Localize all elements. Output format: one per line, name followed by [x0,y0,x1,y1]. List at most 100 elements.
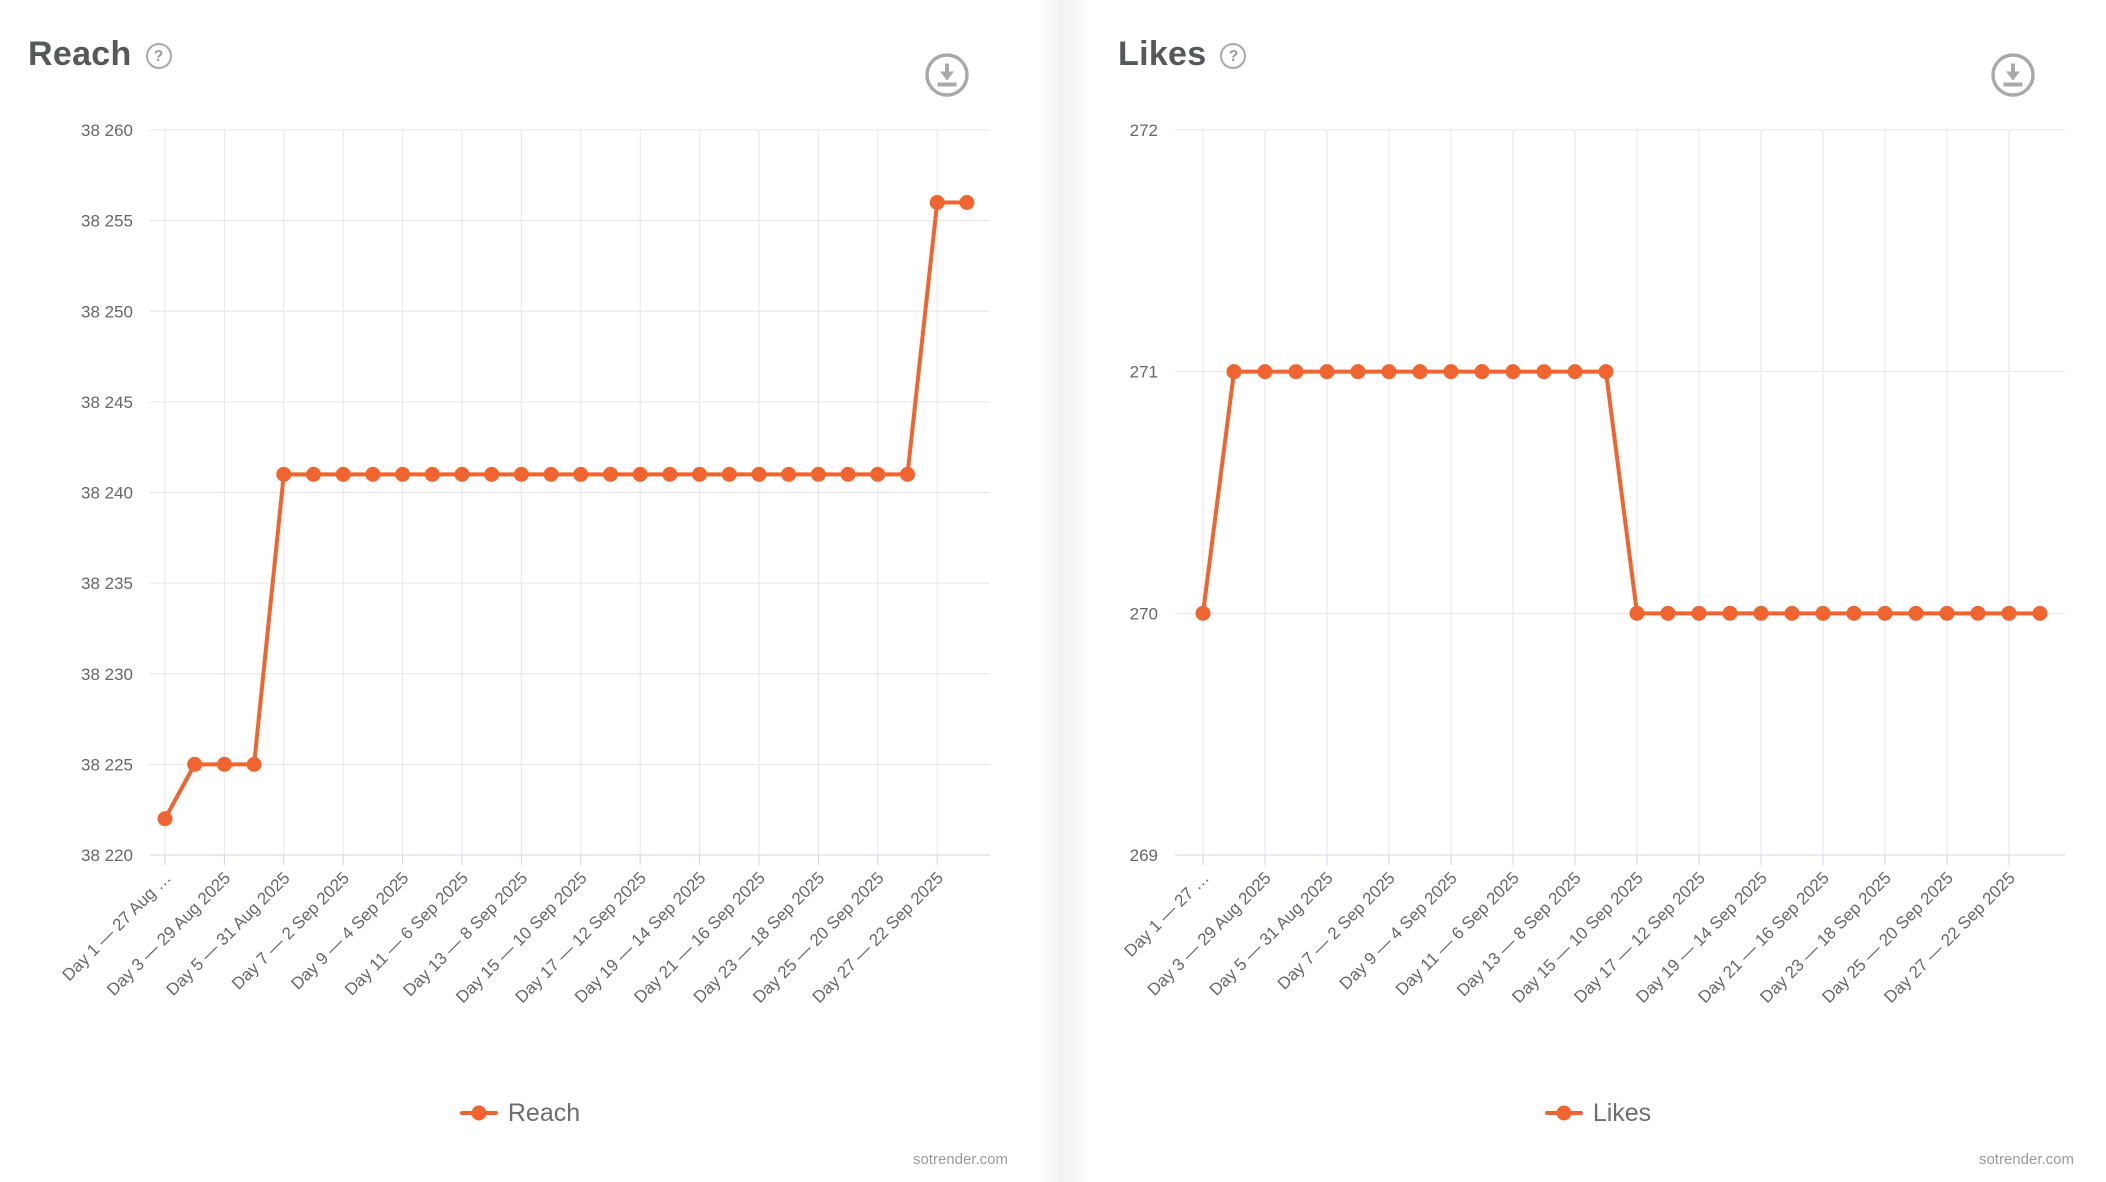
y-axis-label: 38 235 [81,574,133,593]
data-point[interactable] [1350,364,1366,380]
x-axis-label: Day 7 — 2 Sep 2025 [228,868,353,993]
x-axis-label: Day 1 — 27 Aug … [58,868,174,984]
data-point[interactable] [1474,364,1490,380]
help-icon[interactable]: ? [1220,43,1247,69]
data-point[interactable] [662,466,678,482]
data-point[interactable] [1226,364,1242,380]
y-axis-label: 271 [1130,363,1158,382]
y-axis-label: 38 255 [81,212,133,231]
data-point[interactable] [2001,605,2017,621]
data-point[interactable] [335,466,351,482]
data-point[interactable] [573,466,589,482]
legend-marker-icon [459,1105,498,1121]
data-point[interactable] [1567,364,1583,380]
data-point[interactable] [1629,605,1645,621]
watermark: sotrender.com [912,1151,1008,1168]
x-axis-label: Day 9 — 4 Sep 2025 [287,868,412,993]
watermark: sotrender.com [1978,1151,2074,1168]
legend-marker-icon [1544,1105,1583,1121]
data-point[interactable] [721,466,737,482]
data-point[interactable] [1846,605,1862,621]
download-button[interactable] [1990,52,2036,98]
reach-chart-header: Reach ? [0,0,1040,97]
data-point[interactable] [1536,364,1552,380]
panel-divider [1040,0,1090,1182]
legend-item-likes[interactable]: Likes [1544,1098,1652,1128]
legend-label: Likes [1592,1098,1652,1127]
y-axis-label: 38 250 [81,302,133,321]
data-point[interactable] [603,466,618,482]
data-point[interactable] [959,195,975,210]
data-point[interactable] [1412,364,1428,380]
data-point[interactable] [1784,605,1800,621]
legend: Reach [0,1090,1040,1136]
x-axis-label: Day 13 — 8 Sep 2025 [1453,868,1585,1000]
data-point[interactable] [840,466,856,482]
data-point[interactable] [157,811,173,827]
data-point[interactable] [484,466,500,482]
data-point[interactable] [246,756,262,772]
data-point[interactable] [870,466,886,482]
data-point[interactable] [1908,605,1924,621]
download-button[interactable] [924,52,970,98]
data-point[interactable] [216,756,232,772]
data-point[interactable] [692,466,708,482]
data-point[interactable] [1598,364,1614,380]
data-point[interactable] [1722,605,1738,621]
y-axis-label: 38 230 [81,665,133,684]
series-line [163,200,969,821]
x-axis-label: Day 11 — 6 Sep 2025 [1392,868,1523,999]
data-point[interactable] [810,466,826,482]
download-icon [1991,53,2035,97]
data-point[interactable] [1505,364,1521,380]
data-point[interactable] [929,195,945,210]
chart-title: Likes [1118,34,1207,73]
series-line [1201,369,2042,616]
data-point[interactable] [1939,605,1955,621]
data-point[interactable] [365,466,381,482]
data-point[interactable] [454,466,470,482]
y-axis-label: 38 260 [81,121,133,140]
y-axis-label: 269 [1130,846,1158,865]
data-point[interactable] [2032,605,2048,621]
legend-item-reach[interactable]: Reach [459,1098,581,1128]
legend: Likes [1090,1090,2106,1136]
data-point[interactable] [395,466,411,482]
data-point[interactable] [1288,364,1304,380]
data-point[interactable] [632,466,648,482]
data-point[interactable] [1877,605,1893,621]
help-icon[interactable]: ? [145,43,172,69]
data-point[interactable] [1195,605,1211,621]
y-axis-label: 38 225 [81,755,133,774]
data-point[interactable] [306,466,321,482]
data-point[interactable] [276,466,292,482]
data-point[interactable] [424,466,440,482]
data-point[interactable] [1970,605,1986,621]
data-point[interactable] [900,466,915,482]
data-point[interactable] [781,466,797,482]
download-icon [925,53,969,97]
x-axis-label: Day 27 — 22 Sep 2025 [1880,868,2018,1006]
data-point[interactable] [1753,605,1769,621]
data-point[interactable] [543,466,559,482]
data-point[interactable] [1443,364,1459,380]
data-point[interactable] [1319,364,1335,380]
data-point[interactable] [1257,364,1273,380]
x-axis-label: Day 5 — 31 Aug 2025 [1206,868,1337,999]
data-point[interactable] [513,466,529,482]
data-point[interactable] [1381,364,1397,380]
data-point[interactable] [751,466,767,482]
data-point[interactable] [1815,605,1831,621]
data-point[interactable] [187,756,203,772]
y-axis-label: 38 245 [81,393,133,412]
reach-line-chart: 38 260 38 255 38 250 38 245 38 240 38 235 38 2… [58,121,990,1007]
data-point[interactable] [1691,605,1707,621]
legend-label: Reach [507,1098,581,1127]
likes-chart-panel: Likes ? 272 271 270 269 Day 1 — 27 … Day 3 — … [1090,0,2106,1182]
y-axis-label: 38 220 [81,846,133,865]
data-point[interactable] [1660,605,1676,621]
reach-chart-panel: Reach ? 38 260 38 255 38 250 38 245 38 240 38… [0,0,1040,1182]
y-axis-label: 272 [1130,121,1158,140]
